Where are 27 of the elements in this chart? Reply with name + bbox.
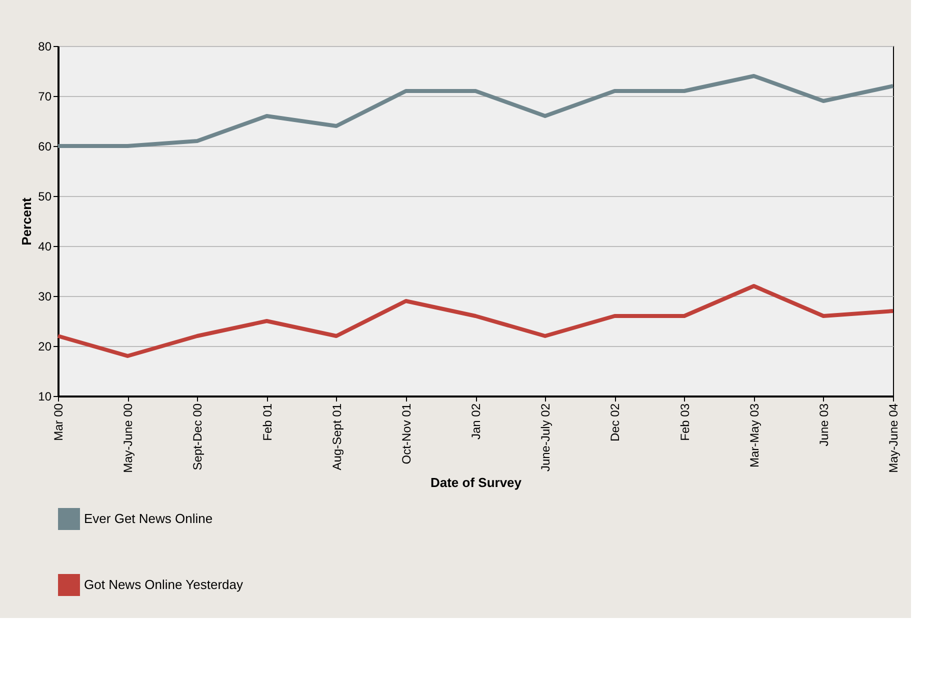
line-series — [56, 284, 895, 358]
x-tick-label: May-June 04 — [886, 403, 900, 473]
x-tick-label: June-July 02 — [538, 403, 553, 472]
x-tick-label: Oct-Nov 01 — [399, 403, 414, 464]
y-tick-label: 40 — [38, 240, 52, 254]
x-tick-label: Jan 02 — [469, 403, 483, 440]
y-axis-title: Percent — [19, 196, 34, 246]
x-tick-label: Feb 03 — [678, 403, 692, 441]
x-tick-label: Mar 00 — [52, 403, 66, 441]
x-tick-label: Sept-Dec 00 — [190, 403, 205, 470]
x-tick-label: Dec 02 — [608, 403, 622, 442]
y-tick-label: 70 — [38, 90, 52, 104]
y-tick-label: 10 — [38, 390, 52, 404]
legend-label: Ever Get News Online — [84, 511, 213, 526]
x-tick-label: Mar-May 03 — [747, 403, 762, 468]
y-tick-label: 60 — [38, 140, 52, 154]
y-tick-label: 20 — [38, 340, 52, 354]
y-tick-label: 50 — [38, 190, 52, 204]
y-tick-label: 80 — [38, 40, 52, 54]
legend-label: Got News Online Yesterday — [84, 577, 244, 592]
y-tick-label: 30 — [38, 290, 52, 304]
x-tick-label: June 03 — [816, 403, 831, 446]
x-tick-label: Aug-Sept 01 — [330, 403, 344, 470]
line-series — [56, 74, 895, 148]
x-tick-label: May-June 00 — [121, 403, 136, 473]
x-tick-label: Feb 01 — [260, 403, 274, 441]
x-axis-title: Date of Survey — [430, 474, 522, 490]
